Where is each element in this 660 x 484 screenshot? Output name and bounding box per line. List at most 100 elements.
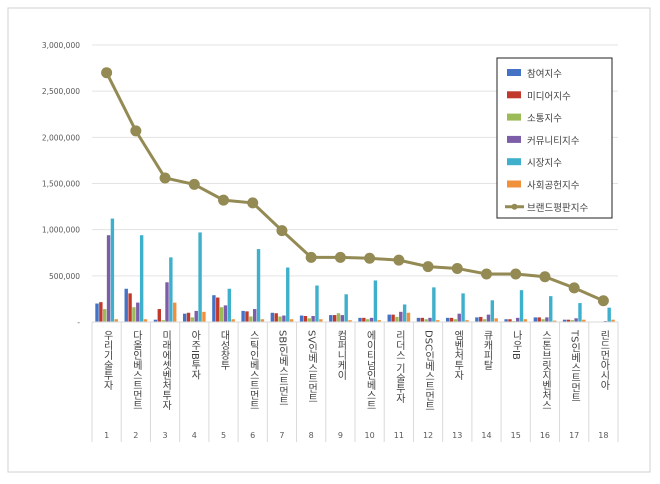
line-point	[539, 271, 550, 282]
bar	[169, 257, 172, 322]
category-label: 컴퍼니케이	[335, 330, 347, 381]
line-point	[218, 195, 229, 206]
legend-swatch	[507, 158, 521, 165]
bar	[308, 318, 311, 322]
rank-label: 2	[133, 431, 138, 440]
bar	[450, 318, 453, 322]
rank-label: 11	[394, 431, 404, 440]
line-point	[276, 225, 287, 236]
y-tick-label: 2,500,000	[42, 87, 80, 96]
bar	[103, 309, 106, 322]
bar	[479, 317, 482, 322]
line-point	[452, 263, 463, 274]
bar	[537, 317, 540, 322]
bar	[202, 312, 205, 322]
bar	[140, 235, 143, 322]
bar	[95, 304, 98, 322]
line-point	[423, 261, 434, 272]
bar	[432, 287, 435, 322]
rank-label: 3	[163, 431, 168, 440]
bar	[173, 303, 176, 322]
line-point	[335, 252, 346, 263]
line-point	[160, 172, 171, 183]
bar	[358, 318, 361, 322]
category-label: 엠벤처투자	[452, 330, 464, 381]
rank-label: 8	[309, 431, 314, 440]
line-point	[101, 67, 112, 78]
rank-label: 10	[365, 431, 375, 440]
bar	[329, 315, 332, 322]
rank-label: 9	[338, 431, 343, 440]
bar	[494, 318, 497, 322]
line-point	[393, 255, 404, 266]
legend-label: 미디어지수	[527, 91, 571, 102]
bar	[520, 290, 523, 322]
legend-label: 시장지수	[527, 158, 562, 169]
bar	[333, 315, 336, 322]
bar	[241, 311, 244, 322]
bar	[128, 293, 131, 322]
bar	[198, 232, 201, 322]
rank-label: 17	[569, 431, 579, 440]
category-label: DSC인베스트먼트	[423, 330, 435, 411]
y-tick-label: 500,000	[49, 272, 80, 281]
line-point	[306, 252, 317, 263]
bar	[545, 317, 548, 322]
bar	[99, 302, 102, 322]
bar	[388, 315, 391, 322]
category-label: 다올인베스트먼트	[130, 330, 142, 410]
bar	[111, 219, 114, 322]
category-label: 아주IB투자	[189, 330, 201, 381]
legend-label: 사회공헌지수	[527, 181, 580, 192]
legend-label: 참여지수	[527, 68, 562, 80]
bar	[421, 318, 424, 322]
bar	[374, 280, 377, 322]
rank-label: 7	[279, 431, 284, 440]
bar	[216, 298, 219, 322]
category-label: 에이티넘인베스트	[364, 330, 376, 410]
bar	[549, 296, 552, 322]
rank-label: 12	[423, 431, 433, 440]
legend-label: 브랜드평판지수	[527, 203, 588, 214]
bar	[257, 249, 260, 322]
bar	[125, 289, 128, 322]
bar	[253, 309, 256, 322]
bar	[475, 317, 478, 322]
bar	[282, 316, 285, 322]
bar	[249, 316, 252, 322]
y-tick-label: 3,000,000	[42, 41, 80, 50]
category-label: SV인베스트먼트	[306, 330, 318, 403]
bar	[487, 315, 490, 322]
line-point	[569, 282, 580, 293]
bar	[461, 293, 464, 322]
line-point	[481, 268, 492, 279]
bar	[370, 318, 373, 322]
line-point	[189, 179, 200, 190]
category-label: 큐캐피탈	[481, 330, 493, 370]
bar	[195, 311, 198, 322]
category-label: 리더스 기술투자	[393, 330, 405, 404]
bar	[315, 286, 318, 322]
bar	[107, 235, 110, 322]
category-label: 스톤브릿지벤처스	[539, 330, 551, 410]
bar	[191, 317, 194, 322]
category-label: 나우IB	[510, 330, 522, 360]
line-point	[364, 253, 375, 264]
rank-label: 15	[511, 431, 521, 440]
legend-swatch	[507, 69, 521, 76]
bar	[458, 314, 461, 322]
bar	[446, 318, 449, 322]
rank-label: 16	[540, 431, 550, 440]
y-tick-label: 2,000,000	[42, 133, 80, 142]
bar	[491, 300, 494, 322]
bar	[300, 316, 303, 322]
category-label: 미래에셋벤처투자	[160, 330, 172, 411]
bar	[183, 314, 186, 322]
y-tick-label: -	[77, 318, 80, 327]
bar	[362, 318, 365, 322]
category-label: 대성창투	[218, 330, 230, 371]
bar	[224, 305, 227, 322]
rank-label: 6	[250, 431, 255, 440]
bar	[158, 309, 161, 322]
legend-marker	[512, 204, 518, 210]
